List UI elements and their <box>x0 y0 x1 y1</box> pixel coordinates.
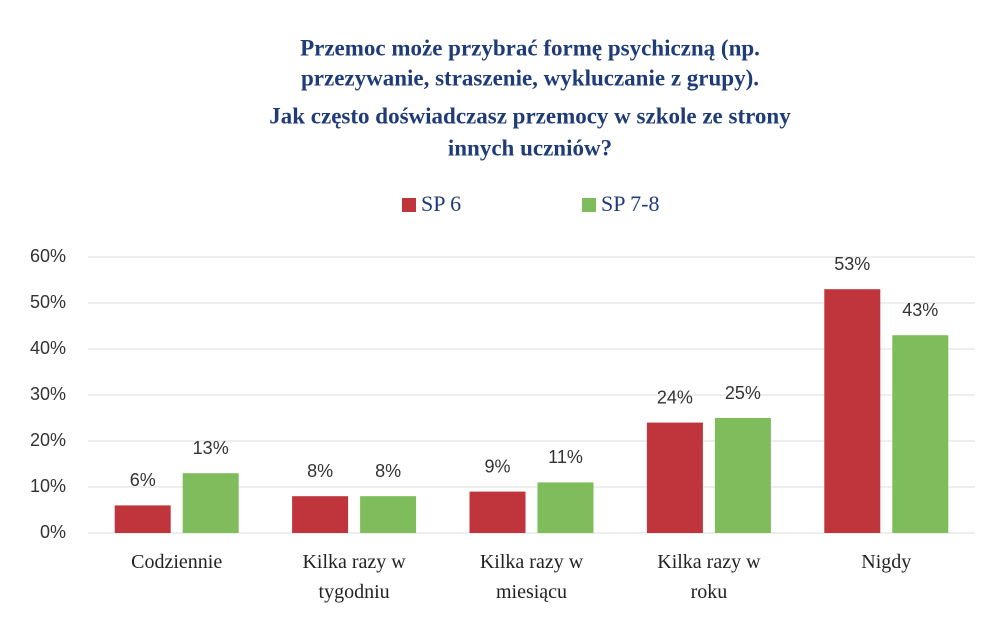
legend-swatch <box>582 198 596 212</box>
x-tick-line: tygodniu <box>319 581 390 603</box>
x-tick-line: Kilka razy w <box>302 551 406 573</box>
bar <box>892 335 949 533</box>
x-tick-line: Nigdy <box>861 551 911 573</box>
x-tick-line: miesiącu <box>496 581 567 603</box>
x-tick-line: Codziennie <box>131 551 222 573</box>
legend-swatch <box>402 198 416 212</box>
legend-label: SP 7-8 <box>601 191 659 216</box>
value-label: 53% <box>834 254 870 274</box>
x-tick-label: Nigdy <box>861 551 911 573</box>
bar <box>824 289 881 533</box>
value-label: 8% <box>375 461 401 481</box>
x-tick-line: Kilka razy w <box>480 551 584 573</box>
y-tick-label: 20% <box>30 430 66 450</box>
x-tick-line: roku <box>691 581 728 603</box>
x-tick-label: Kilka razy w miesiącu <box>480 551 584 603</box>
bar <box>114 505 171 533</box>
value-label: 11% <box>548 447 583 467</box>
x-tick-label: Kilka razy w tygodniu <box>302 551 406 603</box>
bar <box>646 422 703 533</box>
value-label: 13% <box>193 438 229 458</box>
bar <box>537 482 594 533</box>
value-label: 43% <box>902 300 938 320</box>
bar <box>714 418 771 533</box>
y-tick-label: 10% <box>30 476 66 496</box>
y-tick-label: 40% <box>30 338 66 358</box>
bar <box>182 473 239 533</box>
chart-title: przezywanie, straszenie, wykluczanie z g… <box>301 65 759 90</box>
value-label: 8% <box>307 461 333 481</box>
x-tick-label: Codziennie <box>131 551 222 573</box>
x-tick-label: Kilka razy w roku <box>657 551 761 603</box>
value-label: 9% <box>484 456 510 476</box>
y-tick-label: 30% <box>30 384 66 404</box>
legend-label: SP 6 <box>421 191 461 216</box>
value-label: 25% <box>725 383 761 403</box>
bar <box>360 496 417 533</box>
bar <box>292 496 349 533</box>
bar <box>469 491 526 533</box>
y-tick-label: 50% <box>30 292 66 312</box>
chart-title: Przemoc może przybrać formę psychiczną (… <box>300 35 760 60</box>
y-tick-label: 60% <box>30 246 66 266</box>
y-tick-label: 0% <box>40 522 66 542</box>
chart-title: Jak często doświadczasz przemocy w szkol… <box>269 103 791 128</box>
chart-title: innych uczniów? <box>448 135 612 160</box>
x-tick-line: Kilka razy w <box>657 551 761 573</box>
value-label: 24% <box>657 387 693 407</box>
value-label: 6% <box>130 470 156 490</box>
